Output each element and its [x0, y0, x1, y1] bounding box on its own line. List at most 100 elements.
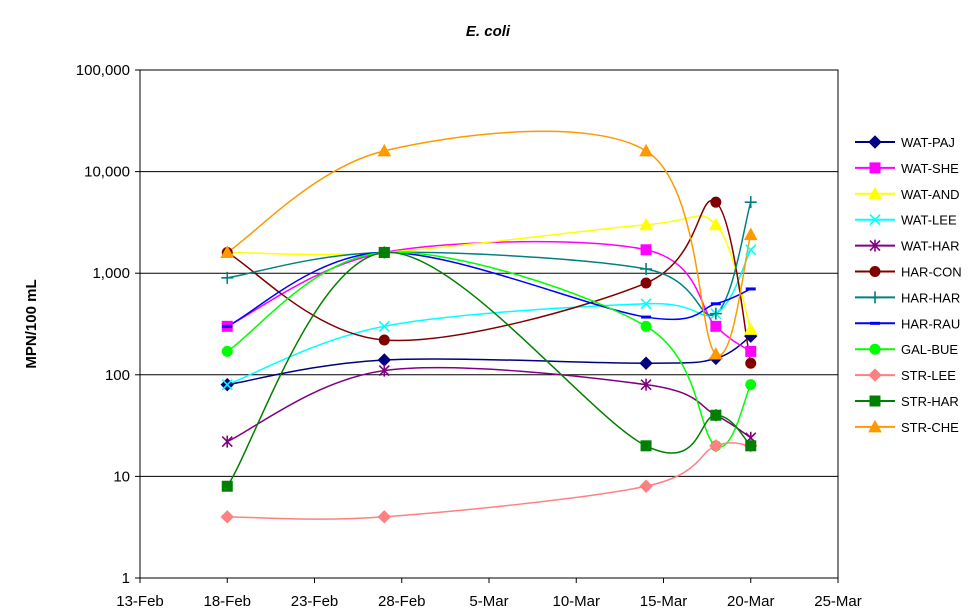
data-point [639, 217, 653, 231]
y-axis-ticks: 1 10 100 1,000 10,000 100,000 [76, 62, 140, 587]
legend-label: WAT-SHE [901, 161, 959, 176]
y-tick-label: 100 [105, 367, 130, 384]
data-point [639, 479, 653, 493]
data-point [640, 244, 652, 256]
legend-label: WAT-PAJ [901, 135, 955, 150]
legend-marker [869, 266, 881, 277]
series-lines [226, 130, 752, 520]
legend-marker [869, 214, 881, 226]
data-point [640, 262, 653, 275]
data-point [640, 298, 652, 310]
data-point [222, 324, 233, 328]
data-point [745, 345, 757, 357]
x-tick-label: 28-Feb [378, 593, 426, 610]
legend-marker [868, 368, 882, 382]
legend-marker [868, 186, 882, 200]
legend-marker [869, 395, 881, 407]
y-tick-label: 10 [113, 468, 130, 485]
data-point [377, 143, 392, 157]
x-tick-label: 13-Feb [116, 593, 164, 610]
series-line [226, 199, 752, 364]
legend-marker [870, 321, 880, 325]
data-point [639, 356, 653, 370]
legend-marker [869, 343, 881, 355]
data-point [745, 244, 757, 256]
data-point [221, 480, 233, 492]
data-point [220, 510, 234, 524]
data-point [743, 227, 758, 241]
data-point [221, 435, 233, 448]
x-tick-label: 5-Mar [469, 593, 508, 610]
legend-item: STR-HAR [855, 394, 959, 409]
data-point [709, 307, 722, 320]
legend-item: GAL-BUE [855, 342, 958, 357]
data-point [377, 510, 392, 524]
legend-item: HAR-HAR [855, 290, 960, 305]
series-line [227, 215, 752, 330]
y-axis-label: MPN/100 mL [23, 279, 40, 368]
legend-label: WAT-LEE [901, 213, 957, 228]
data-point [710, 196, 722, 208]
data-point [709, 217, 723, 231]
data-point [378, 364, 390, 377]
data-point [640, 378, 652, 391]
data-point [709, 347, 723, 360]
data-point [221, 345, 233, 357]
legend-item: STR-CHE [855, 419, 959, 435]
legend-label: HAR-CON [901, 265, 962, 280]
gridlines [140, 171, 838, 477]
legend-label: HAR-HAR [901, 290, 960, 305]
y-tick-label: 1,000 [92, 265, 130, 282]
legend-label: WAT-HAR [901, 239, 960, 254]
series-markers [220, 143, 758, 524]
legend-marker [868, 135, 882, 149]
legend-label: STR-HAR [901, 394, 959, 409]
data-point [378, 334, 390, 346]
legend-item: WAT-AND [855, 186, 960, 202]
data-point [640, 440, 652, 452]
legend-label: GAL-BUE [901, 342, 958, 357]
legend-item: HAR-RAU [855, 316, 960, 331]
y-tick-label: 100,000 [76, 62, 130, 79]
x-tick-label: 25-Mar [814, 593, 862, 610]
legend-label: STR-CHE [901, 420, 959, 435]
legend-label: STR-LEE [901, 368, 956, 383]
legend: WAT-PAJ WAT-SHE WAT-AND WAT-LEE WAT-HAR HAR-C… [855, 135, 962, 435]
legend-label: HAR-RAU [901, 316, 960, 331]
data-point [639, 143, 653, 157]
data-point [710, 302, 721, 306]
legend-marker [868, 419, 882, 433]
x-axis-ticks: 13-Feb 18-Feb 23-Feb 28-Feb 5-Mar 10-Mar 15-Ma… [116, 578, 862, 610]
legend-item: WAT-HAR [855, 239, 960, 254]
data-point [378, 246, 390, 258]
data-point [745, 357, 757, 369]
data-point [745, 440, 757, 452]
x-tick-label: 20-Mar [727, 593, 775, 610]
data-point [640, 320, 652, 332]
x-tick-label: 18-Feb [203, 593, 251, 610]
data-point [710, 320, 722, 332]
legend-marker [869, 291, 881, 304]
y-tick-label: 10,000 [84, 164, 130, 181]
data-point [745, 379, 757, 391]
data-point [709, 439, 723, 453]
data-point [710, 409, 722, 421]
legend-item: HAR-CON [855, 265, 962, 280]
legend-marker [869, 239, 881, 252]
data-point [743, 322, 758, 335]
data-point [221, 379, 233, 391]
chart-title: E. coli [466, 23, 511, 40]
legend-label: WAT-AND [901, 187, 960, 202]
x-tick-label: 23-Feb [291, 593, 339, 610]
data-point [640, 277, 652, 289]
data-point [378, 320, 390, 332]
data-point [221, 271, 234, 284]
plot-area [139, 69, 839, 579]
legend-item: WAT-SHE [855, 161, 959, 176]
data-point [744, 196, 757, 209]
legend-item: STR-LEE [855, 368, 956, 383]
y-tick-label: 1 [122, 570, 130, 587]
data-point [220, 245, 235, 258]
x-tick-label: 15-Mar [640, 593, 688, 610]
